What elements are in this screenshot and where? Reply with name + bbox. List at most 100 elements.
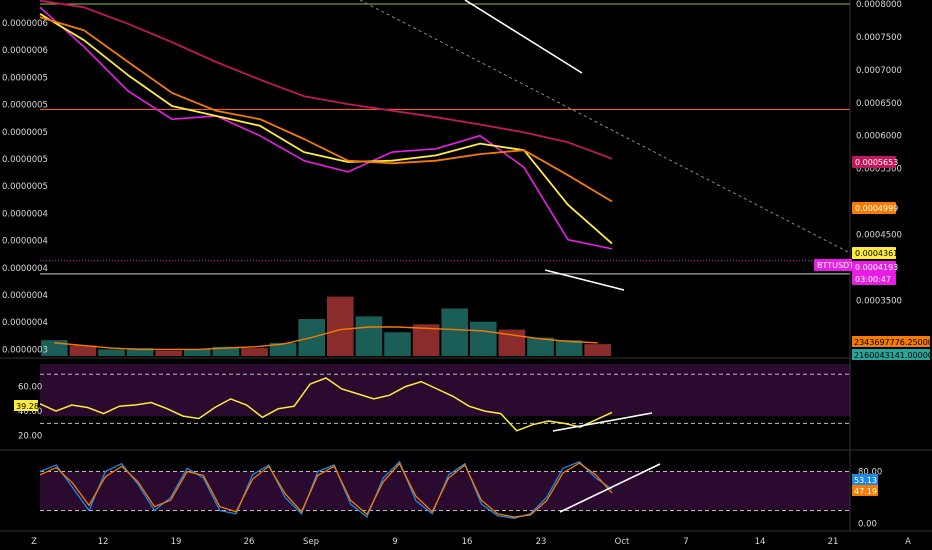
volume-bar[interactable] (441, 308, 468, 356)
stoch-tick-label: 80.00 (858, 468, 882, 478)
price-badge-background (852, 247, 896, 259)
price-badge[interactable]: 0.0005653 (852, 156, 898, 168)
volume-bar[interactable] (584, 344, 611, 356)
stoch-value-badge: 53.13 (852, 474, 878, 485)
left-axis-tick-label: 0.0000005 (2, 155, 48, 165)
volume-badge[interactable]: 2343697776.25000000 (852, 336, 932, 347)
volume-bar[interactable] (41, 340, 68, 356)
volume-badge-background (852, 336, 930, 347)
price-badge-label: 0.0004193 (855, 263, 898, 272)
rsi-line[interactable] (39, 377, 613, 432)
right-axis-tick-label: 0.0004500 (856, 230, 902, 240)
stoch-value-badge-background (852, 474, 878, 485)
left-axis-tick-label: 0.0000004 (2, 237, 48, 247)
volume-badge-label: 2343697776.25000000 (854, 338, 932, 347)
left-axis-tick-label: 0.0000004 (2, 264, 48, 274)
rsi-pane[interactable] (0, 364, 932, 451)
price-badge-label: BTTUSDT (817, 261, 854, 270)
price-pane[interactable] (0, 0, 932, 359)
rsi-band (40, 364, 850, 416)
volume-bar[interactable] (327, 296, 354, 356)
trendline-drawing[interactable] (464, 0, 583, 74)
price-badge[interactable]: 0.0004361 (852, 247, 898, 259)
stoch-tick-label: 0.00 (858, 520, 877, 530)
rsi-value-badge: 39.28 (14, 400, 39, 411)
volume-pane[interactable] (41, 296, 611, 356)
price-badge[interactable]: 0.0004193 (852, 261, 898, 273)
rsi-tick-label: 40.00 (18, 407, 42, 417)
volume-bar[interactable] (155, 350, 182, 356)
volume-bar[interactable] (69, 345, 97, 356)
rsi-tick-label: 60.00 (18, 383, 42, 393)
time-axis-tick-label: 16 (462, 537, 473, 547)
price-badge-background (852, 261, 896, 273)
volume-bar[interactable] (126, 348, 154, 356)
time-axis-tick-label: Oct (615, 537, 630, 547)
time-axis-tick-label: 19 (171, 537, 182, 547)
price-badge[interactable]: 0.0004999 (852, 202, 898, 214)
right-price-axis[interactable]: 0.0008000 0.0007500 0.0007000 0.0006500 0.00… (814, 0, 932, 531)
stoch-d-line[interactable] (39, 462, 613, 518)
left-axis-tick-label: 0.0000004 (2, 318, 48, 328)
time-axis-tick-label: Sep (303, 537, 319, 547)
stoch-value-label: 47.19 (854, 487, 877, 496)
volume-bar[interactable] (355, 316, 383, 356)
sma-mid-line[interactable] (39, 16, 613, 203)
footer-right-label: A (905, 537, 911, 547)
sma-slow-line[interactable] (39, 0, 613, 160)
left-axis-tick-label: 0.0000005 (2, 101, 48, 111)
price-line[interactable] (39, 6, 613, 250)
rsi-tick-label: 20.00 (18, 432, 42, 442)
price-badge-background (852, 202, 896, 214)
left-axis-tick-label: 0.0000005 (2, 128, 48, 138)
stoch-value-badge: 47.19 (852, 485, 878, 496)
volume-bar[interactable] (384, 332, 411, 356)
time-axis-tick-label: 23 (536, 537, 547, 547)
auto-scale-icon[interactable]: A (905, 537, 911, 547)
stoch-trendline-drawing[interactable] (559, 463, 661, 513)
volume-bar[interactable] (184, 349, 211, 356)
left-axis-tick-label: 0.0000004 (2, 209, 48, 219)
price-badge-label: 0.0004999 (855, 204, 898, 213)
rsi-trendline-drawing[interactable] (552, 412, 653, 432)
stoch-value-label: 53.13 (854, 476, 877, 485)
zoom-icon[interactable]: Z (31, 537, 37, 547)
footer-left-label: Z (31, 537, 37, 547)
trendline-drawing[interactable] (544, 269, 625, 291)
price-badge-label: 0.0004361 (855, 249, 898, 258)
volume-badge-background (852, 349, 930, 360)
time-axis-tick-label: 21 (828, 537, 839, 547)
left-axis-tick-label: 0.0000005 (2, 182, 48, 192)
volume-bar[interactable] (412, 324, 440, 356)
right-axis-tick-label: 0.0006500 (856, 99, 902, 109)
time-axis-tick-label: 26 (244, 537, 255, 547)
volume-bar[interactable] (241, 348, 268, 356)
dashed-trendline-drawing[interactable] (359, 0, 851, 254)
left-axis-tick-label: 0.0000003 (2, 345, 48, 355)
stoch-pane[interactable] (0, 460, 932, 532)
right-axis-tick-label: 0.0005500 (856, 165, 902, 175)
volume-badge[interactable]: 2160043141.00000000 (852, 349, 932, 360)
time-axis[interactable]: 12 19 26 Sep 9 16 23 Oct 7 14 21 (98, 537, 839, 547)
rsi-value-badge-background (14, 400, 38, 411)
price-badge[interactable]: BTTUSDT (814, 259, 854, 271)
right-axis-tick-label: 0.0007000 (856, 66, 902, 76)
left-axis-tick-label: 0.0000004 (2, 291, 48, 301)
stoch-k-line[interactable] (39, 460, 613, 519)
sma-fast-line[interactable] (39, 13, 613, 245)
volume-ma-line[interactable] (54, 326, 598, 351)
volume-bar[interactable] (98, 349, 125, 356)
volume-bar[interactable] (269, 342, 297, 356)
volume-bar[interactable] (212, 346, 240, 356)
time-axis-tick-label: 12 (98, 537, 109, 547)
time-axis-tick-label: 14 (755, 537, 766, 547)
right-axis-tick-label: 0.0008000 (856, 0, 902, 10)
price-badge-label: 0.0005653 (855, 158, 898, 167)
left-axis-tick-label: 0.0000006 (2, 19, 48, 29)
volume-bar[interactable] (470, 321, 497, 356)
volume-bar[interactable] (527, 337, 554, 356)
price-badge[interactable]: 03:00:47 (852, 273, 896, 285)
price-badge-background (814, 259, 852, 271)
volume-bar[interactable] (555, 340, 583, 356)
